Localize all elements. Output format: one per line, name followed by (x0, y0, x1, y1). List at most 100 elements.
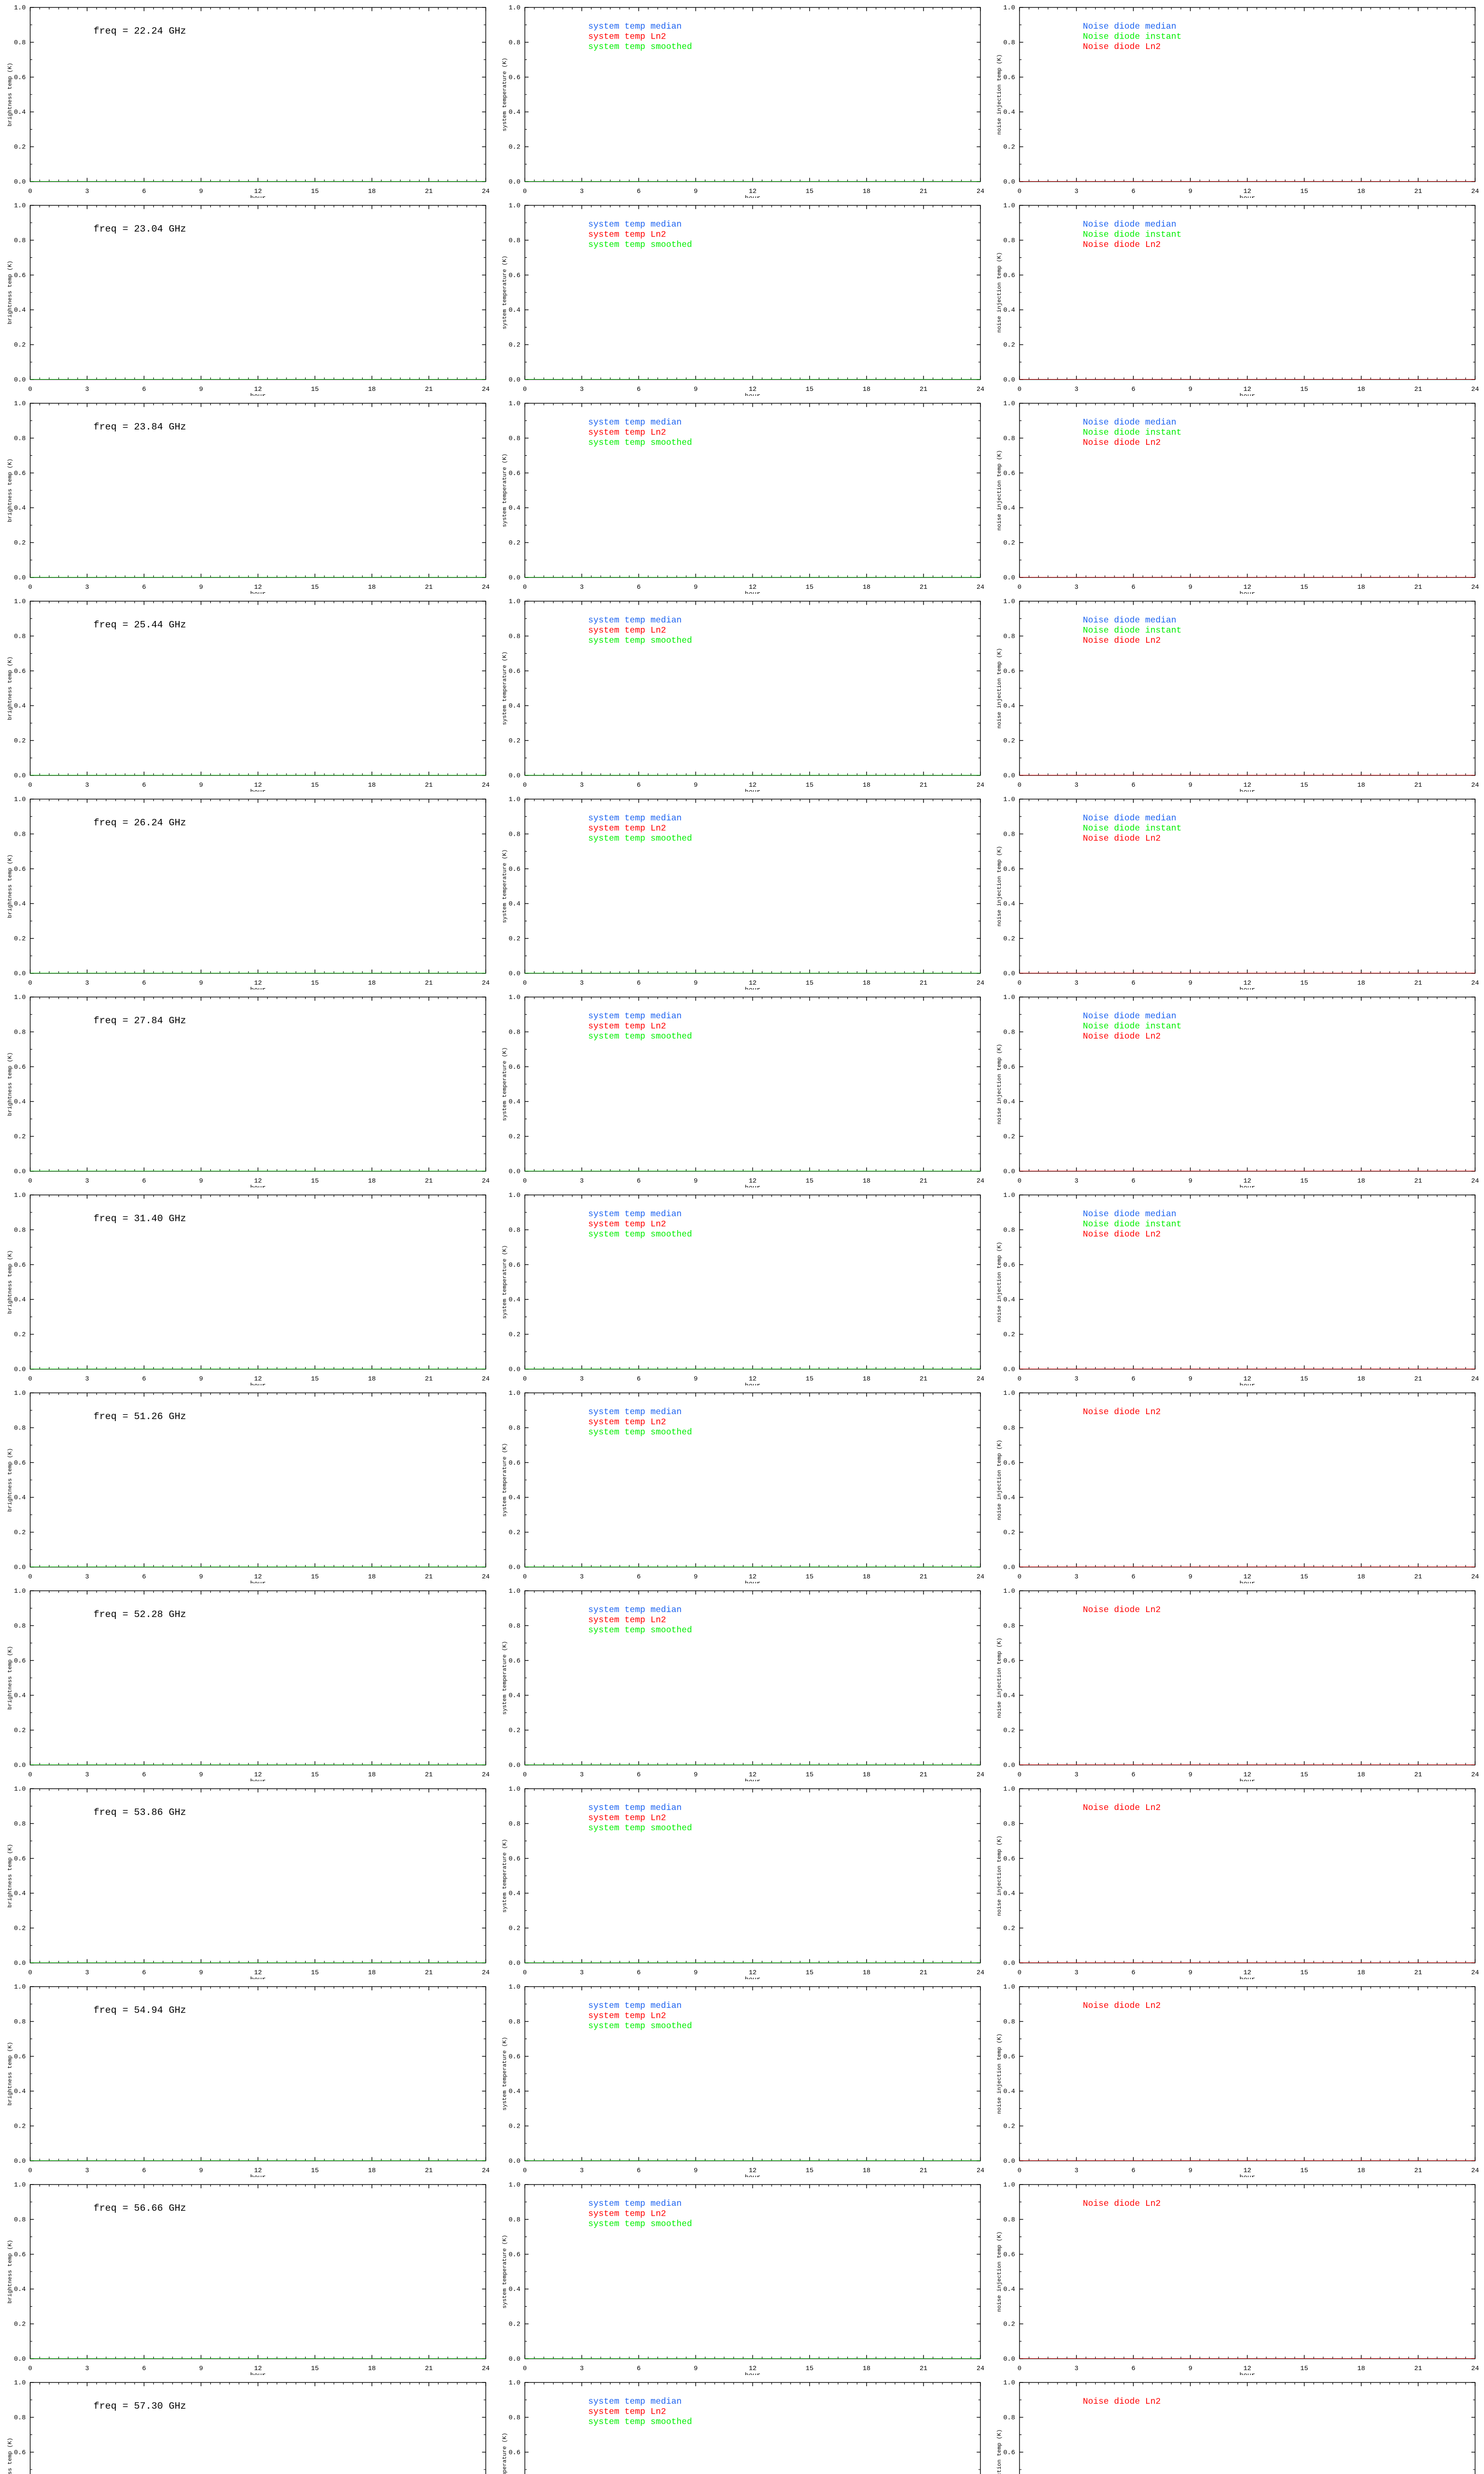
svg-text:15: 15 (806, 1969, 814, 1976)
svg-text:0: 0 (523, 2365, 527, 2372)
svg-text:0.6: 0.6 (14, 1855, 26, 1862)
svg-text:24: 24 (976, 2365, 984, 2372)
svg-text:12: 12 (254, 583, 262, 591)
svg-text:3: 3 (85, 979, 89, 987)
svg-text:brightness temp (K): brightness temp (K) (7, 1844, 13, 1908)
svg-text:0.2: 0.2 (1003, 737, 1015, 745)
svg-text:3: 3 (85, 2167, 89, 2174)
svg-text:15: 15 (806, 2167, 814, 2174)
svg-text:6: 6 (142, 2167, 146, 2174)
svg-text:system temp Ln2: system temp Ln2 (588, 1022, 666, 1032)
svg-text:0.6: 0.6 (14, 74, 26, 81)
svg-text:Noise diode instant: Noise diode instant (1083, 626, 1182, 636)
svg-text:0.6: 0.6 (1003, 1459, 1015, 1467)
svg-text:0.4: 0.4 (1003, 1494, 1015, 1501)
svg-text:1.0: 1.0 (14, 1587, 26, 1595)
svg-text:0.0: 0.0 (1003, 2355, 1015, 2363)
svg-text:0: 0 (28, 781, 32, 789)
svg-text:12: 12 (1244, 188, 1252, 195)
svg-text:hour: hour (745, 1976, 761, 1979)
svg-text:0.8: 0.8 (1003, 1226, 1015, 1234)
svg-text:0.4: 0.4 (14, 1890, 26, 1897)
svg-text:6: 6 (142, 188, 146, 195)
svg-text:0: 0 (523, 188, 527, 195)
svg-text:1.0: 1.0 (1003, 1983, 1015, 1991)
svg-text:21: 21 (1414, 2167, 1422, 2174)
svg-text:21: 21 (1414, 1771, 1422, 1778)
svg-text:0.6: 0.6 (1003, 1855, 1015, 1862)
svg-text:Noise diode Ln2: Noise diode Ln2 (1083, 834, 1161, 844)
svg-text:0: 0 (1018, 1969, 1021, 1976)
svg-text:12: 12 (254, 1375, 262, 1382)
svg-text:1.0: 1.0 (14, 1191, 26, 1199)
svg-text:15: 15 (311, 979, 319, 987)
svg-text:18: 18 (863, 979, 871, 987)
svg-text:6: 6 (142, 781, 146, 789)
svg-text:3: 3 (85, 1771, 89, 1778)
svg-text:hour: hour (745, 392, 761, 396)
svg-text:15: 15 (1300, 1177, 1308, 1185)
svg-text:hour: hour (745, 2372, 761, 2375)
svg-text:18: 18 (368, 979, 376, 987)
svg-text:0.4: 0.4 (1003, 1098, 1015, 1105)
svg-text:24: 24 (976, 385, 984, 393)
svg-text:12: 12 (749, 1969, 757, 1976)
svg-text:0.0: 0.0 (1003, 1168, 1015, 1175)
svg-text:21: 21 (425, 2365, 433, 2372)
svg-text:0.2: 0.2 (509, 2321, 520, 2328)
svg-text:3: 3 (85, 583, 89, 591)
svg-text:system temp Ln2: system temp Ln2 (588, 626, 666, 636)
svg-text:15: 15 (1300, 979, 1308, 987)
svg-text:Noise diode Ln2: Noise diode Ln2 (1083, 2199, 1161, 2209)
svg-text:0.6: 0.6 (14, 2251, 26, 2258)
svg-text:system temp smoothed: system temp smoothed (588, 2021, 692, 2031)
svg-text:0.8: 0.8 (14, 2414, 26, 2421)
svg-text:0.8: 0.8 (14, 2216, 26, 2223)
svg-text:0.8: 0.8 (1003, 1424, 1015, 1431)
svg-text:0.2: 0.2 (1003, 341, 1015, 349)
svg-text:18: 18 (863, 1969, 871, 1976)
svg-text:9: 9 (694, 1771, 697, 1778)
svg-text:15: 15 (806, 2365, 814, 2372)
svg-text:0.2: 0.2 (14, 935, 26, 943)
svg-text:12: 12 (254, 2365, 262, 2372)
svg-text:6: 6 (637, 2167, 641, 2174)
svg-text:12: 12 (1244, 1573, 1252, 1580)
svg-text:0.2: 0.2 (509, 341, 520, 349)
svg-text:21: 21 (425, 1375, 433, 1382)
svg-text:15: 15 (311, 1177, 319, 1185)
svg-text:0: 0 (1018, 2167, 1021, 2174)
svg-text:18: 18 (863, 1573, 871, 1580)
svg-text:21: 21 (425, 1771, 433, 1778)
svg-text:noise injection temp (K): noise injection temp (K) (997, 2429, 1003, 2474)
svg-text:0.4: 0.4 (14, 108, 26, 116)
svg-text:system temp median: system temp median (588, 220, 682, 230)
svg-text:15: 15 (1300, 385, 1308, 393)
svg-text:12: 12 (254, 1573, 262, 1580)
svg-text:system temp Ln2: system temp Ln2 (588, 2407, 666, 2417)
svg-text:1.0: 1.0 (509, 2379, 520, 2386)
svg-text:Noise diode Ln2: Noise diode Ln2 (1083, 240, 1161, 250)
svg-text:6: 6 (637, 1771, 641, 1778)
svg-text:system temperature (K): system temperature (K) (502, 2432, 508, 2474)
svg-text:0.4: 0.4 (14, 1296, 26, 1303)
svg-text:0.6: 0.6 (14, 2449, 26, 2456)
svg-text:24: 24 (1471, 2365, 1479, 2372)
svg-text:0.4: 0.4 (509, 702, 520, 710)
svg-text:15: 15 (806, 1771, 814, 1778)
svg-text:21: 21 (425, 781, 433, 789)
svg-text:12: 12 (254, 1771, 262, 1778)
svg-text:18: 18 (1357, 1375, 1365, 1382)
svg-text:3: 3 (580, 1177, 584, 1185)
svg-text:0.4: 0.4 (509, 1890, 520, 1897)
svg-text:9: 9 (1188, 979, 1192, 987)
svg-text:0.8: 0.8 (1003, 434, 1015, 442)
svg-text:1.0: 1.0 (509, 202, 520, 209)
svg-text:hour: hour (250, 1382, 266, 1385)
svg-text:hour: hour (1240, 1184, 1255, 1188)
svg-text:0.4: 0.4 (509, 1494, 520, 1501)
svg-text:21: 21 (920, 2167, 928, 2174)
svg-text:noise injection temp (K): noise injection temp (K) (997, 1242, 1003, 1323)
svg-text:0.4: 0.4 (14, 1692, 26, 1699)
svg-text:0.2: 0.2 (1003, 539, 1015, 547)
